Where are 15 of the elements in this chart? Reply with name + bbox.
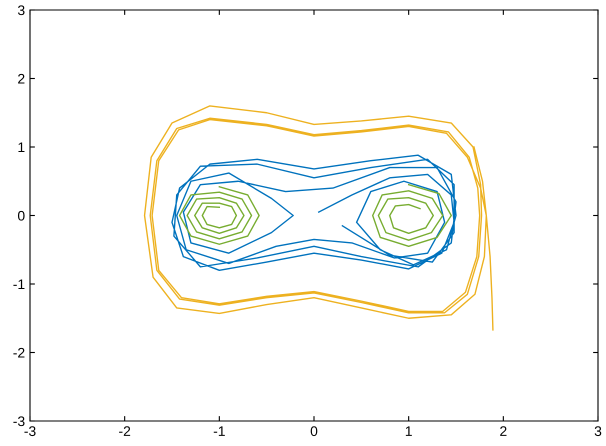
line-series bbox=[171, 154, 457, 271]
x-tick-label: 2 bbox=[500, 426, 506, 436]
x-tick-label: 3 bbox=[594, 426, 602, 436]
line-series bbox=[144, 105, 494, 331]
x-tick-label: 1 bbox=[406, 426, 412, 436]
y-tick-label: 0 bbox=[18, 210, 25, 221]
y-tick-label: -2 bbox=[13, 348, 24, 358]
x-tick-label: -1 bbox=[214, 426, 225, 436]
y-tick-label: 3 bbox=[18, 5, 25, 16]
y-tick-label: 2 bbox=[18, 74, 24, 84]
y-tick-label: 1 bbox=[18, 142, 24, 152]
x-tick-label: 0 bbox=[310, 426, 318, 436]
y-tick-label: -1 bbox=[13, 279, 24, 290]
y-tick-label: -3 bbox=[13, 416, 25, 426]
x-tick-label: -2 bbox=[119, 426, 130, 436]
